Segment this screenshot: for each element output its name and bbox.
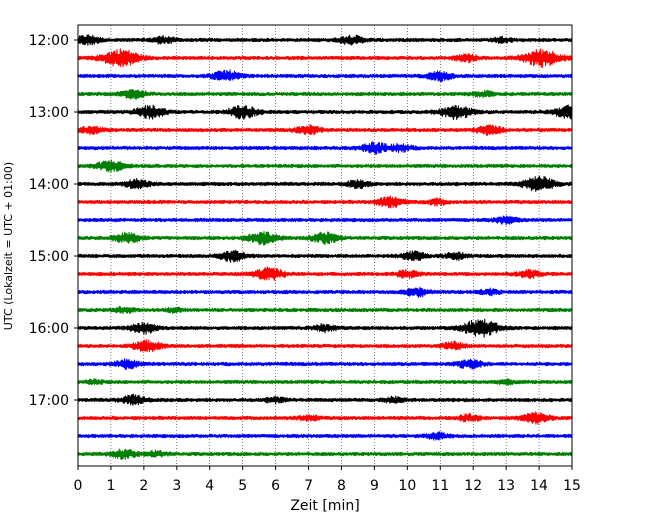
x-tick-label: 7 — [304, 478, 313, 494]
x-tick-label: 4 — [205, 478, 214, 494]
trace-line — [77, 175, 573, 192]
x-axis-label: Zeit [min] — [290, 498, 359, 514]
y-tick-label: 17:00 — [29, 393, 69, 409]
y-tick-label: 13:00 — [29, 105, 69, 121]
trace-line — [77, 266, 573, 281]
x-tick-label: 9 — [370, 478, 379, 494]
trace-line — [77, 215, 573, 226]
x-tick-label: 1 — [106, 478, 115, 494]
x-tick-label: 3 — [172, 478, 181, 494]
trace-line — [77, 378, 573, 386]
trace-line — [77, 195, 573, 209]
trace-line — [77, 286, 573, 298]
trace-line — [77, 448, 573, 461]
trace-line — [77, 230, 573, 246]
x-tick-label: 0 — [74, 478, 83, 494]
trace-line — [77, 318, 573, 338]
x-tick-label: 8 — [337, 478, 346, 494]
y-tick-label: 14:00 — [29, 177, 69, 193]
x-tick-label: 15 — [563, 478, 581, 494]
trace-line — [77, 69, 573, 83]
trace-line — [77, 104, 573, 121]
x-tick-label: 6 — [271, 478, 280, 494]
x-tick-label: 2 — [139, 478, 148, 494]
trace-line — [77, 339, 573, 353]
x-tick-label: 12 — [464, 478, 482, 494]
trace-line — [77, 411, 573, 425]
trace-line — [77, 305, 573, 314]
trace-line — [77, 89, 573, 100]
y-tick-label: 16:00 — [29, 321, 69, 337]
trace-line — [77, 48, 573, 69]
trace-line — [77, 141, 573, 155]
y-axis-label: UTC (Lokalzeit = UTC + 01:00) — [2, 162, 15, 330]
trace-line — [77, 34, 573, 46]
trace-line — [77, 431, 573, 441]
y-axis: 12:00 13:00 14:00 15:00 16:00 17:00 — [29, 33, 78, 409]
plot-frame — [77, 24, 573, 467]
trace-line — [77, 358, 573, 370]
y-tick-label: 12:00 — [29, 33, 69, 49]
y-tick-label: 15:00 — [29, 249, 69, 265]
trace-line — [77, 393, 573, 406]
x-tick-label: 14 — [530, 478, 548, 494]
x-tick-label: 13 — [497, 478, 515, 494]
axes-frame — [77, 24, 573, 467]
trace-line — [77, 249, 573, 263]
x-tick-label: 11 — [431, 478, 449, 494]
traces — [77, 34, 573, 461]
x-tick-label: 5 — [238, 478, 247, 494]
trace-line — [77, 159, 573, 173]
x-tick-label: 10 — [398, 478, 416, 494]
trace-line — [77, 123, 573, 136]
x-axis: 0 1 2 3 4 5 6 7 8 9 10 11 12 13 14 15 — [74, 466, 581, 494]
